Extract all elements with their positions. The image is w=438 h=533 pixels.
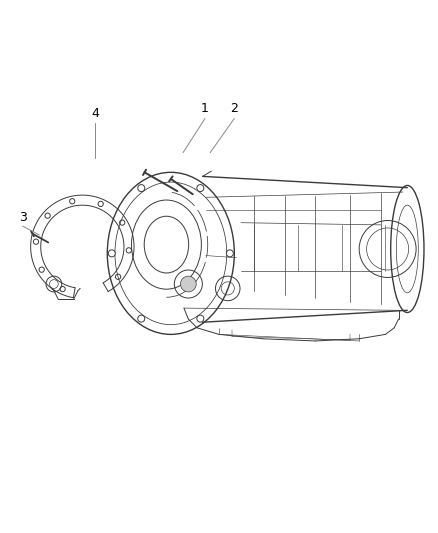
Circle shape bbox=[33, 239, 39, 244]
Circle shape bbox=[120, 220, 125, 225]
Circle shape bbox=[116, 274, 121, 279]
Circle shape bbox=[226, 250, 233, 257]
Text: 4: 4 bbox=[92, 107, 99, 120]
Circle shape bbox=[138, 184, 145, 191]
Circle shape bbox=[98, 201, 103, 206]
Circle shape bbox=[60, 286, 65, 292]
Circle shape bbox=[39, 267, 44, 272]
Circle shape bbox=[180, 276, 196, 292]
Circle shape bbox=[70, 199, 75, 204]
Circle shape bbox=[197, 184, 204, 191]
Circle shape bbox=[45, 213, 50, 219]
Text: 1: 1 bbox=[201, 102, 209, 115]
Circle shape bbox=[138, 315, 145, 322]
Text: 2: 2 bbox=[230, 102, 238, 115]
Circle shape bbox=[197, 315, 204, 322]
Text: 3: 3 bbox=[19, 211, 27, 223]
Circle shape bbox=[126, 248, 131, 253]
Circle shape bbox=[108, 250, 115, 257]
